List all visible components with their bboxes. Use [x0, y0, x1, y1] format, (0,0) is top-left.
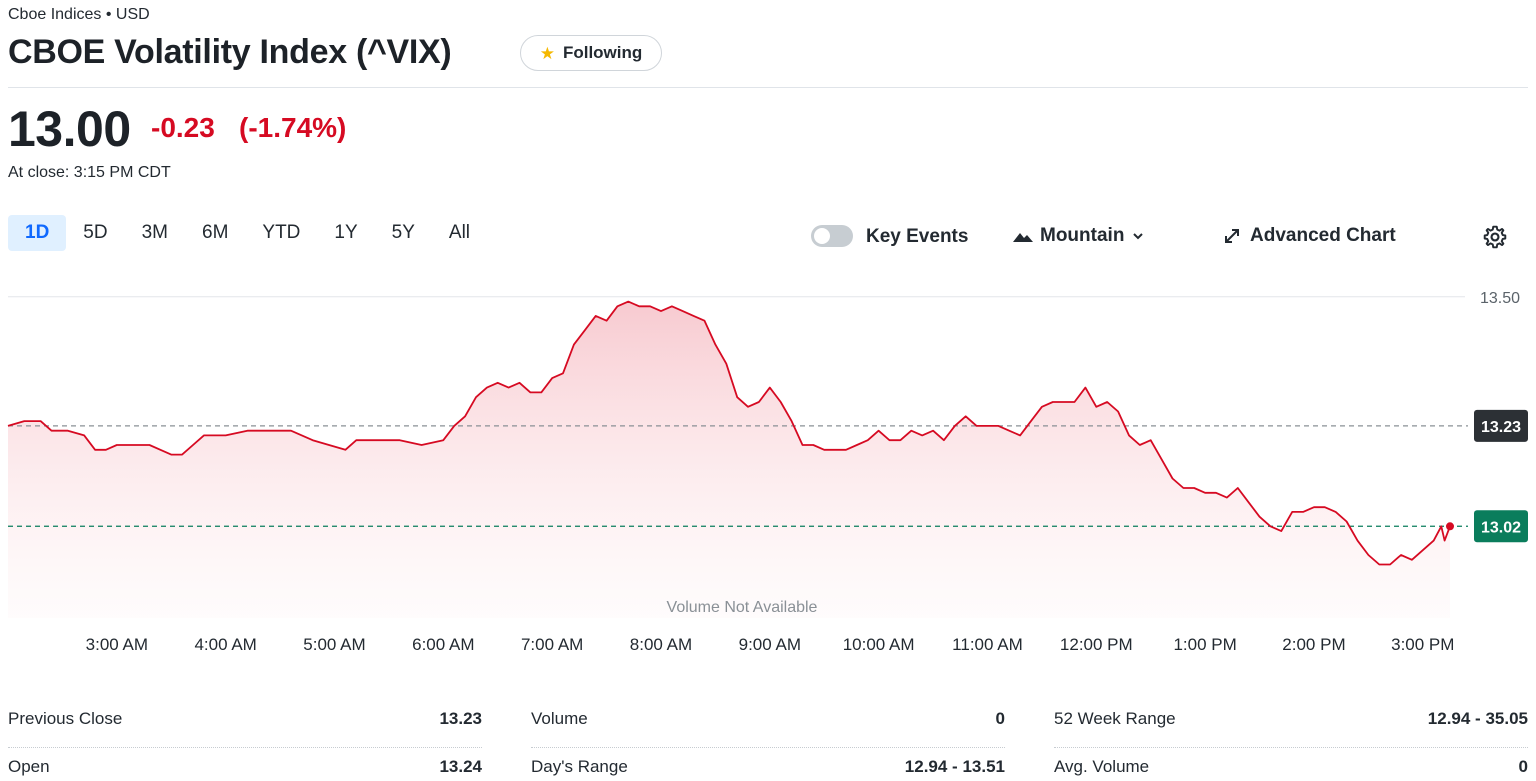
x-tick-label: 4:00 AM	[194, 635, 256, 654]
chart-type-select[interactable]: Mountain	[1012, 224, 1146, 248]
last-price-badge: 13.02	[1474, 510, 1528, 543]
stat-row: Previous Close 13.23	[8, 700, 482, 748]
x-tick-label: 2:00 PM	[1282, 635, 1345, 654]
stat-value: 13.23	[439, 709, 482, 728]
stat-value: 13.24	[439, 757, 482, 776]
stat-value: 0	[1518, 757, 1528, 776]
page-title: CBOE Volatility Index (^VIX)	[8, 33, 452, 71]
key-events-label: Key Events	[866, 226, 969, 247]
stat-value: 12.94 - 13.51	[904, 757, 1005, 776]
x-tick-label: 3:00 AM	[86, 635, 148, 654]
range-tab[interactable]: YTD	[262, 222, 301, 243]
toggle-knob	[814, 228, 830, 244]
advanced-chart-button[interactable]: Advanced Chart	[1222, 224, 1396, 248]
x-tick-label: 10:00 AM	[843, 635, 915, 654]
chart-type-label: Mountain	[1040, 225, 1125, 246]
price-change: -0.23	[151, 112, 215, 143]
following-button[interactable]: ★ Following	[520, 35, 662, 71]
chevron-down-icon	[1133, 233, 1144, 240]
x-tick-label: 1:00 PM	[1173, 635, 1236, 654]
range-tab[interactable]: All	[448, 222, 471, 243]
x-tick-label: 12:00 PM	[1060, 635, 1133, 654]
stat-label: Previous Close	[8, 709, 123, 728]
currency: USD	[115, 6, 150, 23]
range-tabs: 1D 5D 3M 6M YTD 1Y 5Y All	[8, 215, 487, 251]
range-tab[interactable]: 5D	[83, 222, 108, 243]
stat-label: Avg. Volume	[1054, 757, 1150, 776]
last-price-badge-label: 13.02	[1481, 519, 1521, 536]
price-chart[interactable]: 13.50 13.23 13.02 Volume Not Available 3…	[0, 280, 1536, 670]
stat-label: Open	[8, 757, 50, 776]
key-events-toggle[interactable]	[811, 225, 853, 247]
previous-close-badge: 13.23	[1474, 409, 1528, 442]
advanced-chart-label: Advanced Chart	[1250, 225, 1396, 246]
previous-close-badge-label: 13.23	[1481, 419, 1521, 436]
range-tab[interactable]: 6M	[202, 222, 229, 243]
range-tab[interactable]: 3M	[141, 222, 168, 243]
last-price-marker	[1446, 522, 1454, 531]
price-area	[8, 301, 1450, 618]
exchange-line: Cboe Indices • USD	[8, 6, 150, 24]
stat-row: 52 Week Range 12.94 - 35.05	[1054, 700, 1528, 748]
range-tab[interactable]: 5Y	[391, 222, 415, 243]
exchange-separator: •	[105, 6, 112, 23]
x-tick-label: 11:00 AM	[952, 635, 1023, 654]
stat-row: Volume 0	[531, 700, 1005, 748]
expand-icon	[1225, 229, 1239, 243]
x-tick-label: 6:00 AM	[412, 635, 474, 654]
star-icon: ★	[539, 43, 555, 63]
x-tick-label: 9:00 AM	[739, 635, 801, 654]
x-tick-label: 8:00 AM	[630, 635, 692, 654]
stat-value: 0	[995, 709, 1005, 728]
close-time: At close: 3:15 PM CDT	[8, 164, 171, 181]
header-divider	[8, 87, 1528, 88]
settings-gear-icon[interactable]	[1482, 224, 1508, 250]
mountain-icon	[1013, 233, 1033, 242]
stat-row: Open 13.24	[8, 748, 482, 781]
volume-note: Volume Not Available	[667, 599, 818, 616]
price-line	[7, 300, 1451, 566]
stat-label: 52 Week Range	[1054, 709, 1176, 728]
stats-column: Volume 0 Day's Range 12.94 - 13.51	[531, 700, 1005, 781]
stat-value: 12.94 - 35.05	[1427, 709, 1528, 728]
stat-label: Day's Range	[531, 757, 628, 776]
exchange-name: Cboe Indices	[8, 6, 102, 23]
y-tick-label: 13.50	[1480, 290, 1520, 307]
stats-column: Previous Close 13.23 Open 13.24	[8, 700, 482, 781]
following-label: Following	[562, 43, 643, 62]
stat-row: Avg. Volume 0	[1054, 748, 1528, 781]
stat-label: Volume	[531, 709, 588, 728]
x-tick-label: 5:00 AM	[303, 635, 365, 654]
range-tab[interactable]: 1Y	[334, 222, 358, 243]
price-change-percent: (-1.74%)	[239, 112, 347, 143]
range-tab[interactable]: 1D	[8, 215, 67, 251]
current-price: 13.00	[8, 101, 131, 157]
stats-column: 52 Week Range 12.94 - 35.05 Avg. Volume 0	[1054, 700, 1528, 781]
stat-row: Day's Range 12.94 - 13.51	[531, 748, 1005, 781]
x-axis: 3:00 AM 4:00 AM 5:00 AM 6:00 AM 7:00 AM 8:00 …	[86, 635, 1455, 654]
x-tick-label: 7:00 AM	[521, 635, 583, 654]
x-tick-label: 3:00 PM	[1391, 635, 1454, 654]
